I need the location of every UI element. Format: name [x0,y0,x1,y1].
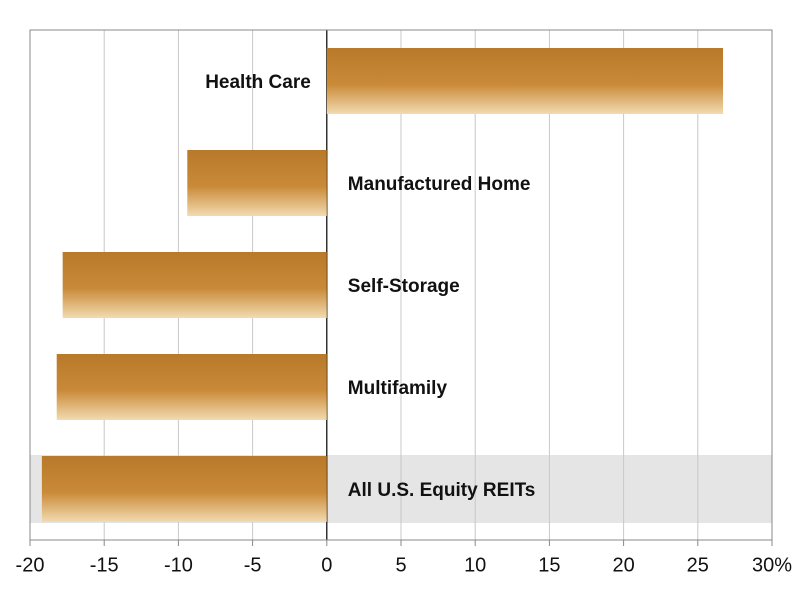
x-tick-label: -20 [16,554,45,576]
category-label: All U.S. Equity REITs [348,480,536,501]
plot-frame [29,29,773,541]
x-tick-label: 30% [752,554,792,576]
bar [62,252,327,318]
category-label: Self-Storage [348,276,460,297]
x-tick-label: 0 [321,554,332,576]
bar [41,456,327,522]
x-tick-label: 25 [687,554,709,576]
x-tick-label: -15 [90,554,119,576]
category-label: Manufactured Home [348,174,531,195]
category-label: Multifamily [348,378,448,399]
x-tick-label: 15 [538,554,560,576]
x-tick-label: 20 [612,554,634,576]
x-tick-label: 10 [464,554,486,576]
bar [326,48,724,114]
x-tick-label: -10 [164,554,193,576]
bar [187,150,327,216]
labels: -20 -15 -10 -5 0 5 10 15 20 25 30% Health Care Manuf… [16,72,793,576]
x-tick-label: 5 [395,554,406,576]
bar [56,354,327,420]
category-label: Health Care [205,72,311,93]
bars [41,48,724,522]
x-tick-label: -5 [244,554,262,576]
